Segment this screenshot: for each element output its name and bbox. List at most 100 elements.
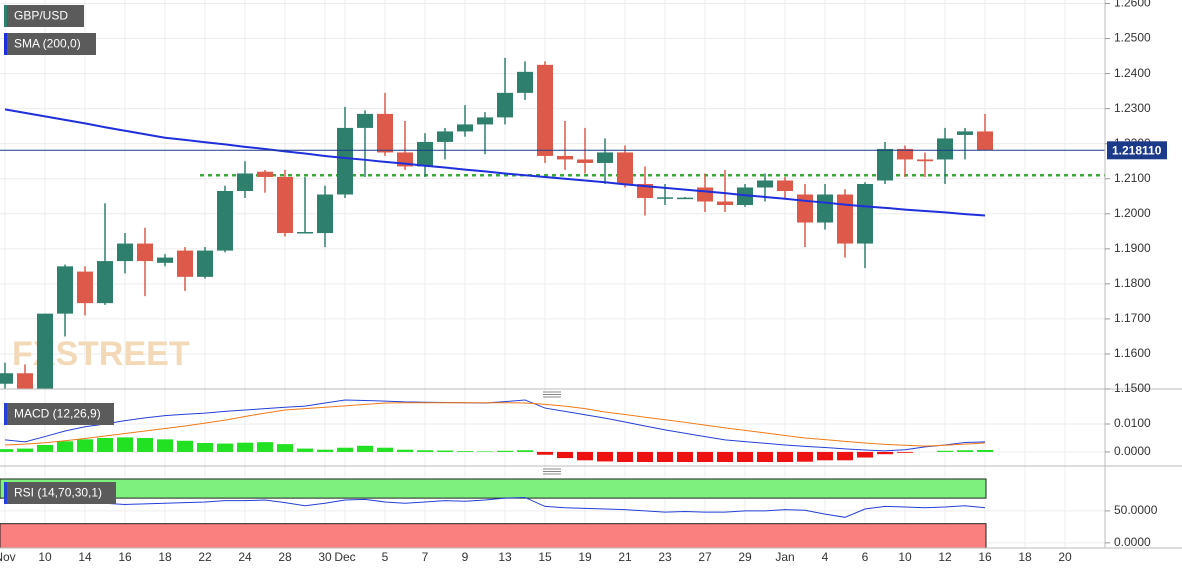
histogram-bar — [297, 448, 313, 452]
legend-swatch — [4, 482, 7, 504]
histogram-bar — [337, 447, 353, 452]
rsi-label: RSI (14,70,30,1) — [14, 486, 102, 500]
candle-body — [157, 257, 173, 263]
y-tick-label: 1.2100 — [1114, 171, 1151, 185]
candle-body — [697, 187, 713, 202]
histogram-bar — [897, 451, 913, 453]
y-tick-label: 1.2500 — [1114, 31, 1151, 45]
indicator-line — [4, 108, 986, 217]
candle-body — [977, 131, 993, 151]
histogram-bar — [137, 437, 153, 452]
x-tick-label: 29 — [738, 550, 752, 564]
rsi-panel — [0, 478, 987, 548]
histogram-bar — [857, 451, 873, 458]
histogram-bar — [797, 451, 813, 462]
y-tick-label: 0.0100 — [1114, 416, 1151, 430]
x-tick-label: 7 — [422, 550, 429, 564]
macd-panel — [0, 399, 993, 462]
y-tick-label: 1.1800 — [1114, 276, 1151, 290]
candle-body — [437, 131, 453, 142]
candle-body — [477, 117, 493, 125]
oversold-band — [0, 523, 987, 548]
histogram-bar — [617, 451, 633, 462]
y-tick-label: 1.2600 — [1114, 0, 1151, 10]
candle-body — [517, 71, 533, 93]
legend-box — [4, 5, 84, 27]
x-tick-label: 13 — [498, 550, 512, 564]
candle-body — [677, 197, 693, 200]
resize-handle[interactable] — [543, 391, 561, 475]
indicator-line — [4, 402, 986, 447]
candle-body — [597, 152, 613, 163]
legend-swatch — [4, 33, 7, 55]
histogram-bar — [577, 451, 593, 461]
y-tick-label: 1.2000 — [1114, 206, 1151, 220]
histogram-bar — [177, 440, 193, 452]
candle-body — [957, 131, 973, 135]
histogram-bar — [157, 439, 173, 452]
candle-body — [737, 187, 753, 206]
histogram-bar — [597, 451, 613, 462]
histogram-bar — [77, 439, 93, 452]
candle-body — [857, 183, 873, 244]
x-tick-label: 5 — [382, 550, 389, 564]
candle-body — [317, 194, 333, 234]
sma-label: SMA (200,0) — [14, 37, 81, 51]
candle-body — [37, 313, 53, 389]
histogram-bar — [977, 449, 993, 452]
histogram-bar — [97, 437, 113, 452]
candle-body — [17, 373, 33, 389]
histogram-bar — [197, 442, 213, 452]
x-tick-label: Jan — [775, 550, 794, 564]
candle-body — [617, 152, 633, 184]
histogram-bar — [877, 451, 893, 455]
candle-body — [877, 148, 893, 181]
x-tick-label: 15 — [538, 550, 552, 564]
candle-body — [257, 171, 273, 177]
histogram-bar — [777, 451, 793, 462]
candle-body — [817, 194, 833, 223]
candle-body — [337, 127, 353, 195]
candle-body — [377, 113, 393, 153]
x-tick-label: Nov — [0, 550, 16, 564]
x-tick-label: 22 — [198, 550, 212, 564]
macd-label: MACD (12,26,9) — [14, 407, 101, 421]
candle-body — [357, 113, 373, 128]
histogram-bar — [117, 437, 133, 452]
histogram-bar — [457, 451, 473, 452]
candle-body — [417, 141, 433, 167]
last-price-tag — [1107, 141, 1167, 160]
overbought-band — [0, 478, 987, 499]
candle-body — [837, 194, 853, 244]
histogram-bar — [557, 451, 573, 459]
x-tick-label: 28 — [278, 550, 292, 564]
x-tick-label: 21 — [618, 550, 632, 564]
histogram-bar — [537, 451, 553, 455]
histogram-bar — [677, 451, 693, 462]
x-tick-label: 24 — [238, 550, 252, 564]
histogram-bar — [697, 451, 713, 462]
histogram-bar — [417, 450, 433, 452]
last-price-label: 1.218110 — [1112, 143, 1162, 157]
y-tick-label: 1.1500 — [1114, 381, 1151, 395]
histogram-bar — [937, 450, 953, 452]
x-tick-label: 30 — [318, 550, 332, 564]
candle-body — [797, 194, 813, 223]
x-tick-label: 14 — [78, 550, 92, 564]
y-tick-label: 1.1900 — [1114, 241, 1151, 255]
price-panel — [0, 57, 1105, 389]
histogram-bar — [657, 451, 673, 462]
x-tick-label: 23 — [658, 550, 672, 564]
histogram-bar — [357, 445, 373, 452]
histogram-bar — [837, 451, 853, 461]
histogram-bar — [737, 451, 753, 462]
x-tick-label: Dec — [334, 550, 355, 564]
histogram-bar — [757, 451, 773, 462]
histogram-bar — [257, 442, 273, 452]
histogram-bar — [497, 450, 513, 452]
indicator-line — [4, 496, 986, 518]
x-tick-label: 16 — [118, 550, 132, 564]
candle-body — [717, 201, 733, 206]
histogram-bar — [517, 450, 533, 452]
candle-body — [457, 124, 473, 132]
